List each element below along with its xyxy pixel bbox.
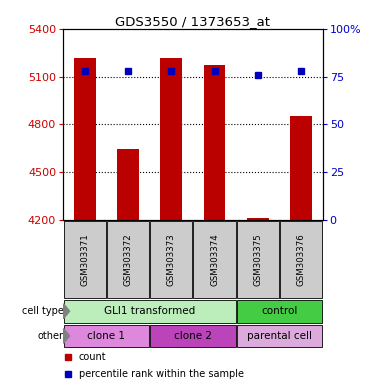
Bar bbox=[237, 300, 322, 323]
Bar bbox=[237, 221, 279, 298]
Bar bbox=[150, 221, 193, 298]
Text: clone 1: clone 1 bbox=[87, 331, 125, 341]
Text: other: other bbox=[37, 331, 63, 341]
Bar bbox=[63, 300, 236, 323]
Text: clone 2: clone 2 bbox=[174, 331, 212, 341]
Bar bbox=[74, 58, 96, 220]
Text: count: count bbox=[79, 352, 106, 362]
Text: parental cell: parental cell bbox=[247, 331, 312, 341]
Bar bbox=[117, 149, 139, 220]
Text: GSM303375: GSM303375 bbox=[253, 233, 262, 286]
Bar bbox=[237, 324, 322, 348]
Bar bbox=[280, 221, 322, 298]
Text: percentile rank within the sample: percentile rank within the sample bbox=[79, 369, 244, 379]
Bar bbox=[150, 324, 236, 348]
Text: GSM303372: GSM303372 bbox=[124, 233, 132, 286]
Bar bbox=[247, 218, 269, 220]
Bar bbox=[193, 221, 236, 298]
Text: GSM303373: GSM303373 bbox=[167, 233, 176, 286]
Polygon shape bbox=[63, 329, 70, 343]
Text: GSM303374: GSM303374 bbox=[210, 233, 219, 286]
Bar bbox=[63, 221, 106, 298]
Polygon shape bbox=[63, 304, 70, 319]
Text: cell type: cell type bbox=[22, 306, 63, 316]
Text: GSM303371: GSM303371 bbox=[80, 233, 89, 286]
Bar bbox=[63, 324, 149, 348]
Text: GSM303376: GSM303376 bbox=[297, 233, 306, 286]
Title: GDS3550 / 1373653_at: GDS3550 / 1373653_at bbox=[115, 15, 270, 28]
Bar bbox=[161, 58, 182, 220]
Text: GLI1 transformed: GLI1 transformed bbox=[104, 306, 195, 316]
Bar bbox=[204, 65, 226, 220]
Bar bbox=[107, 221, 149, 298]
Text: control: control bbox=[261, 306, 298, 316]
Bar bbox=[290, 116, 312, 220]
